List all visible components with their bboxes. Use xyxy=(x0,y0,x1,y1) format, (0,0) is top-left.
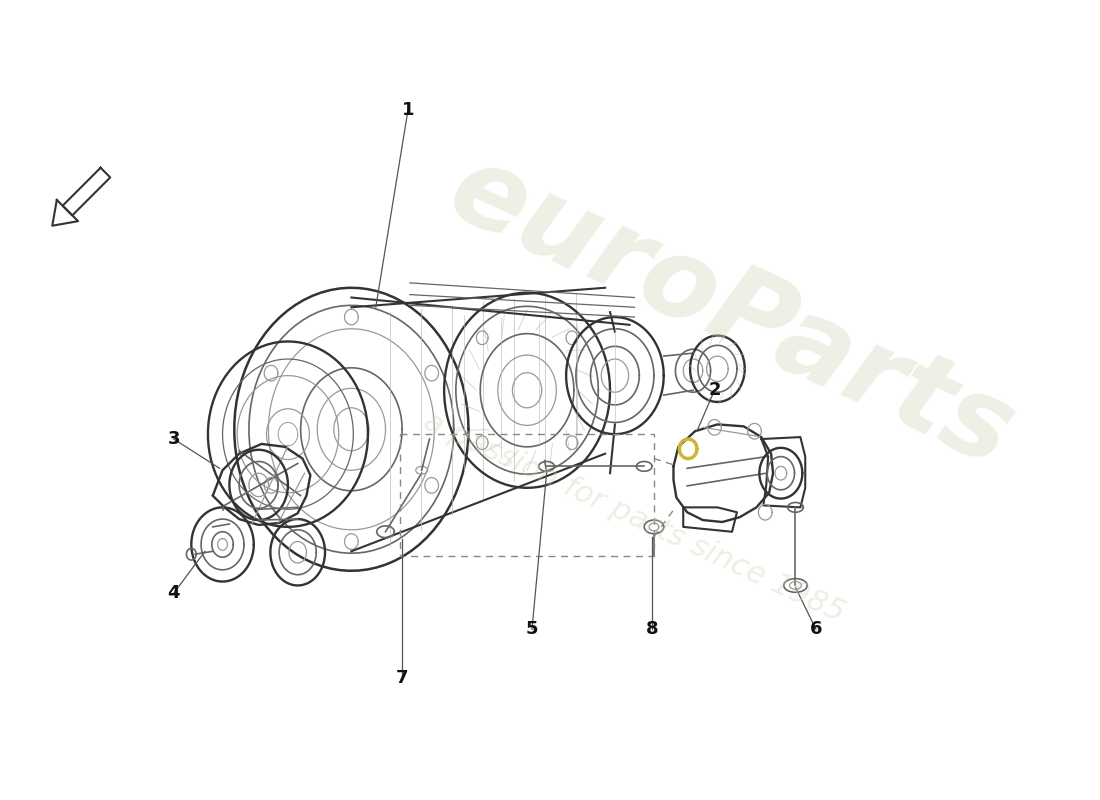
Text: euroParts: euroParts xyxy=(433,135,1031,490)
Text: a passion for parts since 1985: a passion for parts since 1985 xyxy=(419,406,849,628)
Text: 2: 2 xyxy=(708,382,720,399)
Text: 1: 1 xyxy=(402,101,415,119)
Text: 4: 4 xyxy=(167,584,180,602)
Text: 5: 5 xyxy=(526,620,538,638)
Text: 3: 3 xyxy=(167,430,180,448)
Text: 7: 7 xyxy=(396,669,408,687)
Text: 8: 8 xyxy=(646,620,658,638)
Text: 6: 6 xyxy=(810,620,822,638)
